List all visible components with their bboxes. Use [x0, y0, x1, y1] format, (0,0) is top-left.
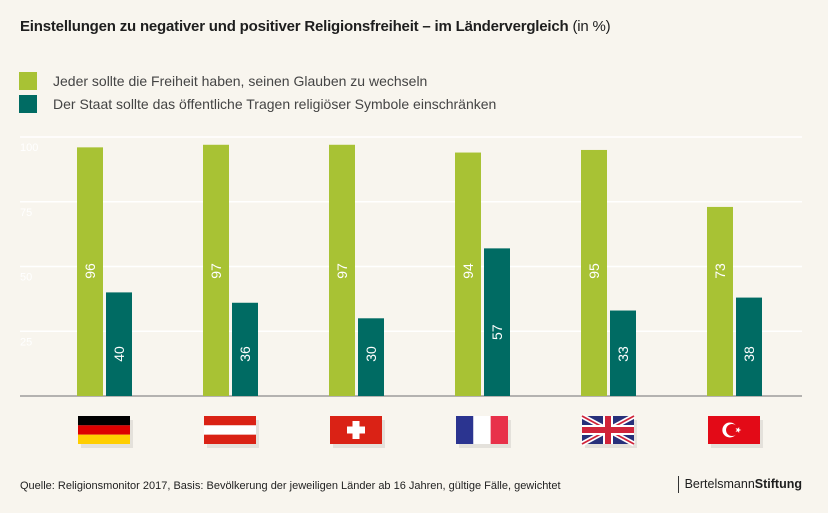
chart-title-main: Einstellungen zu negativer und positiver… — [20, 18, 569, 35]
data-label: 73 — [712, 263, 728, 279]
y-tick-label: 75 — [20, 207, 32, 219]
bars: 96 40 97 36 97 30 94 57 95 33 73 38 — [77, 144, 762, 396]
data-label: 38 — [741, 346, 757, 362]
legend-item-series1: Jeder sollte die Freiheit haben, seinen … — [19, 69, 496, 92]
flag-germany-icon — [78, 416, 133, 448]
crescent-inner — [726, 424, 739, 436]
bar-series2 — [736, 297, 762, 396]
y-tick-label: 50 — [20, 272, 32, 284]
data-label: 30 — [363, 346, 379, 362]
bar-series1 — [203, 144, 229, 396]
data-label: 57 — [489, 324, 505, 340]
flag-switzerland-icon — [330, 416, 385, 448]
stripe-blue — [456, 416, 474, 444]
chart-title: Einstellungen zu negativer und positiver… — [20, 18, 611, 35]
brand-bold: Stiftung — [754, 477, 802, 491]
bar-series1 — [707, 206, 733, 396]
bar-series2 — [484, 248, 510, 396]
flag-austria-icon — [204, 416, 259, 448]
chart-title-unit: (in %) — [572, 18, 611, 35]
star — [735, 426, 742, 434]
bar-series2 — [358, 318, 384, 396]
legend-item-series2: Der Staat sollte das öffentliche Tragen … — [19, 92, 496, 115]
bar-series1 — [329, 144, 355, 396]
country-flags — [78, 413, 763, 448]
cross-horizontal — [347, 426, 365, 434]
stripe-black — [78, 416, 130, 426]
data-label: 95 — [586, 263, 602, 279]
legend-label-series2: Der Staat sollte das öffentliche Tragen … — [53, 95, 497, 112]
bar-series2 — [232, 302, 258, 396]
bar-series1 — [455, 152, 481, 396]
legend-swatch-series1 — [19, 71, 37, 90]
stripe-white — [473, 416, 491, 444]
legend: Jeder sollte die Freiheit haben, seinen … — [19, 69, 496, 115]
stripe-red — [204, 434, 256, 444]
data-label: 97 — [334, 263, 350, 279]
flag-france-icon — [456, 416, 511, 448]
y-tick-label: 25 — [20, 336, 32, 348]
brand-regular: Bertelsmann — [684, 477, 755, 491]
stripe-red — [204, 416, 256, 426]
data-label: 94 — [460, 263, 476, 279]
data-label: 97 — [208, 263, 224, 279]
stripe-gold — [78, 434, 130, 444]
data-label: 96 — [82, 263, 98, 279]
bar-series2 — [106, 292, 132, 396]
flag-uk-icon — [580, 413, 637, 448]
bar-series2 — [610, 310, 636, 396]
data-label: 33 — [615, 346, 631, 362]
legend-swatch-series2 — [19, 94, 37, 113]
stripe-red — [490, 416, 508, 444]
stripe-white — [204, 425, 256, 435]
bar-series1 — [581, 149, 607, 396]
data-label: 36 — [237, 346, 253, 362]
source-note: Quelle: Religionsmonitor 2017, Basis: Be… — [20, 480, 561, 492]
y-tick-label: 100 — [20, 142, 38, 154]
cross-red-h — [582, 427, 634, 433]
data-label: 40 — [111, 346, 127, 362]
gridlines: 25 50 75 100 — [20, 136, 802, 397]
bar-series1 — [77, 147, 103, 396]
flag-turkey-icon — [708, 416, 763, 448]
brand-logo: BertelsmannStiftung — [677, 476, 802, 493]
legend-label-series1: Jeder sollte die Freiheit haben, seinen … — [53, 72, 428, 89]
stripe-red — [78, 425, 130, 435]
